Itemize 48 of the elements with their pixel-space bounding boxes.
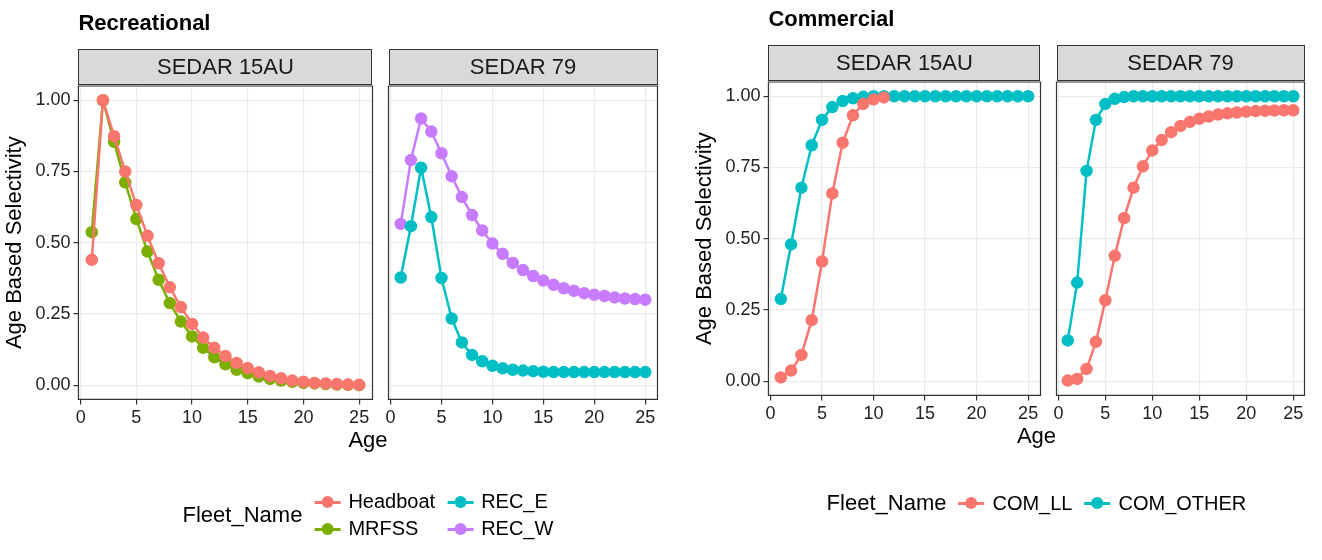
chart-title: Commercial xyxy=(768,6,895,32)
x-tick-label: 15 xyxy=(915,403,936,424)
x-tick-label: 20 xyxy=(966,403,987,424)
x-tick-label: 15 xyxy=(237,407,258,428)
legend-title: Fleet_Name xyxy=(182,502,303,528)
x-tick-label: 25 xyxy=(349,407,370,428)
x-tick-label: 0 xyxy=(75,407,86,428)
y-tick-label: 0.00 xyxy=(35,374,71,395)
legend-label: COM_OTHER xyxy=(1118,491,1247,515)
y-tick-label: 1.00 xyxy=(725,85,761,106)
y-tick-label: 0.75 xyxy=(725,156,761,177)
x-tick-label: 10 xyxy=(1142,403,1163,424)
legend-label: MRFSS xyxy=(348,517,419,540)
y-tick-label: 1.00 xyxy=(35,89,71,110)
legend-label: COM_LL xyxy=(992,491,1073,515)
y-axis-title: Age Based Selectivity xyxy=(1,136,27,350)
x-tick-label: 20 xyxy=(293,407,314,428)
y-tick-label: 0.50 xyxy=(725,227,761,248)
x-tick-label: 20 xyxy=(584,407,605,428)
x-tick-label: 25 xyxy=(1018,403,1039,424)
y-tick-label: 0.25 xyxy=(725,298,761,319)
x-tick-label: 10 xyxy=(863,403,884,424)
x-tick-label: 5 xyxy=(817,403,828,424)
x-tick-label: 10 xyxy=(482,407,503,428)
x-tick-label: 5 xyxy=(131,407,142,428)
x-axis-title: Age xyxy=(348,427,388,454)
legend-label: Headboat xyxy=(348,490,436,513)
x-tick-label: 5 xyxy=(436,407,447,428)
x-tick-label: 10 xyxy=(182,407,203,428)
x-tick-label: 15 xyxy=(1189,403,1210,424)
x-tick-label: 15 xyxy=(533,407,554,428)
chart-title: Recreational xyxy=(78,10,211,36)
x-tick-label: 0 xyxy=(1053,403,1064,424)
legend-title: Fleet_Name xyxy=(826,490,947,516)
y-tick-label: 0.50 xyxy=(35,231,71,252)
x-tick-label: 20 xyxy=(1236,403,1257,424)
y-tick-label: 0.75 xyxy=(35,160,71,181)
legend-label: REC_W xyxy=(481,517,554,540)
x-tick-label: 0 xyxy=(385,407,396,428)
x-axis-title: Age xyxy=(1016,423,1057,450)
y-axis-title: Age Based Selectivity xyxy=(691,132,717,346)
x-tick-label: 25 xyxy=(1283,403,1304,424)
x-tick-label: 0 xyxy=(765,403,776,424)
legend-label: REC_E xyxy=(481,490,548,513)
y-tick-label: 0.25 xyxy=(35,302,71,323)
x-tick-label: 5 xyxy=(1100,403,1111,424)
x-tick-label: 25 xyxy=(635,407,656,428)
y-tick-label: 0.00 xyxy=(725,370,761,391)
